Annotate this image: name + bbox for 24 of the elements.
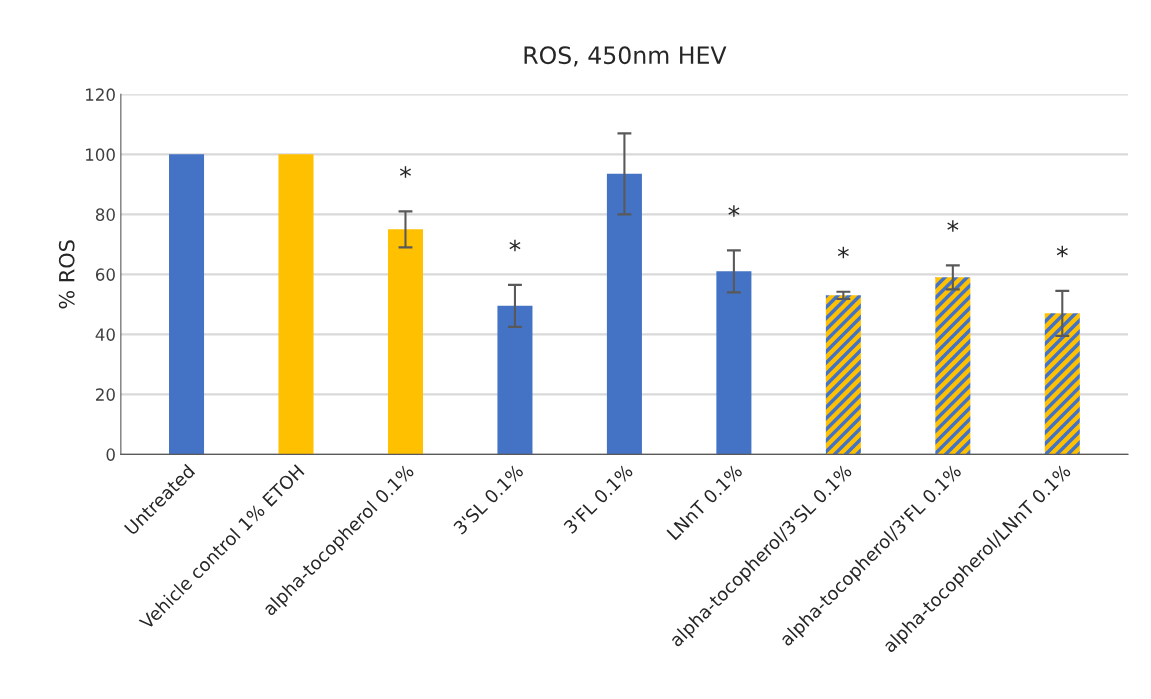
- y-tick-label: 100: [86, 148, 115, 161]
- y-tick-label: 120: [86, 88, 115, 101]
- y-tick-label: 0: [106, 448, 115, 461]
- bar: [497, 305, 533, 455]
- y-tick-label: 20: [96, 388, 115, 401]
- data-label: *: [947, 220, 959, 232]
- bar: [935, 277, 971, 455]
- chart-title: ROS, 450nm HEV: [524, 46, 727, 67]
- y-axis-title: % ROS: [58, 240, 75, 309]
- bar: [1044, 313, 1080, 455]
- bar: [169, 154, 205, 455]
- bar: [278, 154, 314, 455]
- bar: [716, 271, 752, 455]
- bar: [825, 295, 861, 455]
- y-tick-label: 60: [95, 268, 115, 281]
- y-tick-label: 80: [95, 208, 115, 221]
- data-label: *: [837, 246, 849, 259]
- data-label: *: [399, 166, 411, 178]
- y-tick-label: 40: [95, 328, 115, 341]
- data-label: *: [509, 239, 521, 252]
- bar: [387, 229, 423, 455]
- data-label: *: [728, 205, 740, 217]
- data-label: *: [1056, 245, 1068, 258]
- bar: [606, 173, 642, 455]
